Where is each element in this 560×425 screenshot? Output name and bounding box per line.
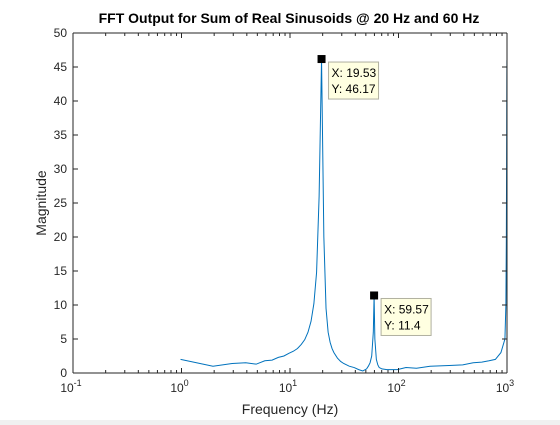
- tick-layer: 10-1 100 101 102 103 0 5 10 15 20 25 30 35 40 45 50: [54, 26, 515, 395]
- chart-title: FFT Output for Sum of Real Sinusoids @ 2…: [99, 10, 480, 26]
- series-layer: [180, 59, 508, 372]
- y-tick-label: 40: [54, 94, 68, 108]
- y-tick-label: 30: [54, 162, 68, 176]
- series-line-0[interactable]: [180, 59, 508, 372]
- datatip-y-text-0: Y: 46.17: [332, 82, 376, 96]
- y-tick-label: 15: [54, 264, 68, 278]
- y-tick-label: 0: [60, 366, 67, 380]
- datatip-y-text-1: Y: 11.4: [384, 318, 421, 332]
- y-tick-label: 5: [60, 332, 67, 346]
- datatip-x-text-1: X: 59.57: [384, 302, 429, 316]
- y-tick-label: 25: [54, 196, 68, 210]
- datatip-marker-1[interactable]: [370, 291, 379, 300]
- plot-area[interactable]: [73, 33, 507, 373]
- x-axis-label: Frequency (Hz): [242, 401, 338, 417]
- datatip-marker-0[interactable]: [317, 55, 326, 64]
- datatip-box-1[interactable]: [380, 297, 432, 336]
- datatip-layer: X: 19.53 Y: 46.17 X: 59.57 Y: 11.4: [317, 55, 432, 336]
- y-tick-label: 10: [54, 298, 68, 312]
- y-axis-label: Magnitude: [33, 170, 49, 236]
- datatip-box-0[interactable]: [328, 61, 380, 100]
- x-tick-label: 10-1: [60, 378, 81, 395]
- x-tick-label: 100: [170, 378, 188, 395]
- y-tick-label: 45: [54, 60, 68, 74]
- y-tick-label: 35: [54, 128, 68, 142]
- x-tick-label: 102: [387, 378, 405, 395]
- y-tick-label: 20: [54, 230, 68, 244]
- y-tick-label: 50: [54, 26, 68, 40]
- datatip-x-text-0: X: 19.53: [332, 66, 377, 80]
- x-tick-label: 101: [279, 378, 297, 395]
- x-tick-label: 103: [496, 378, 514, 395]
